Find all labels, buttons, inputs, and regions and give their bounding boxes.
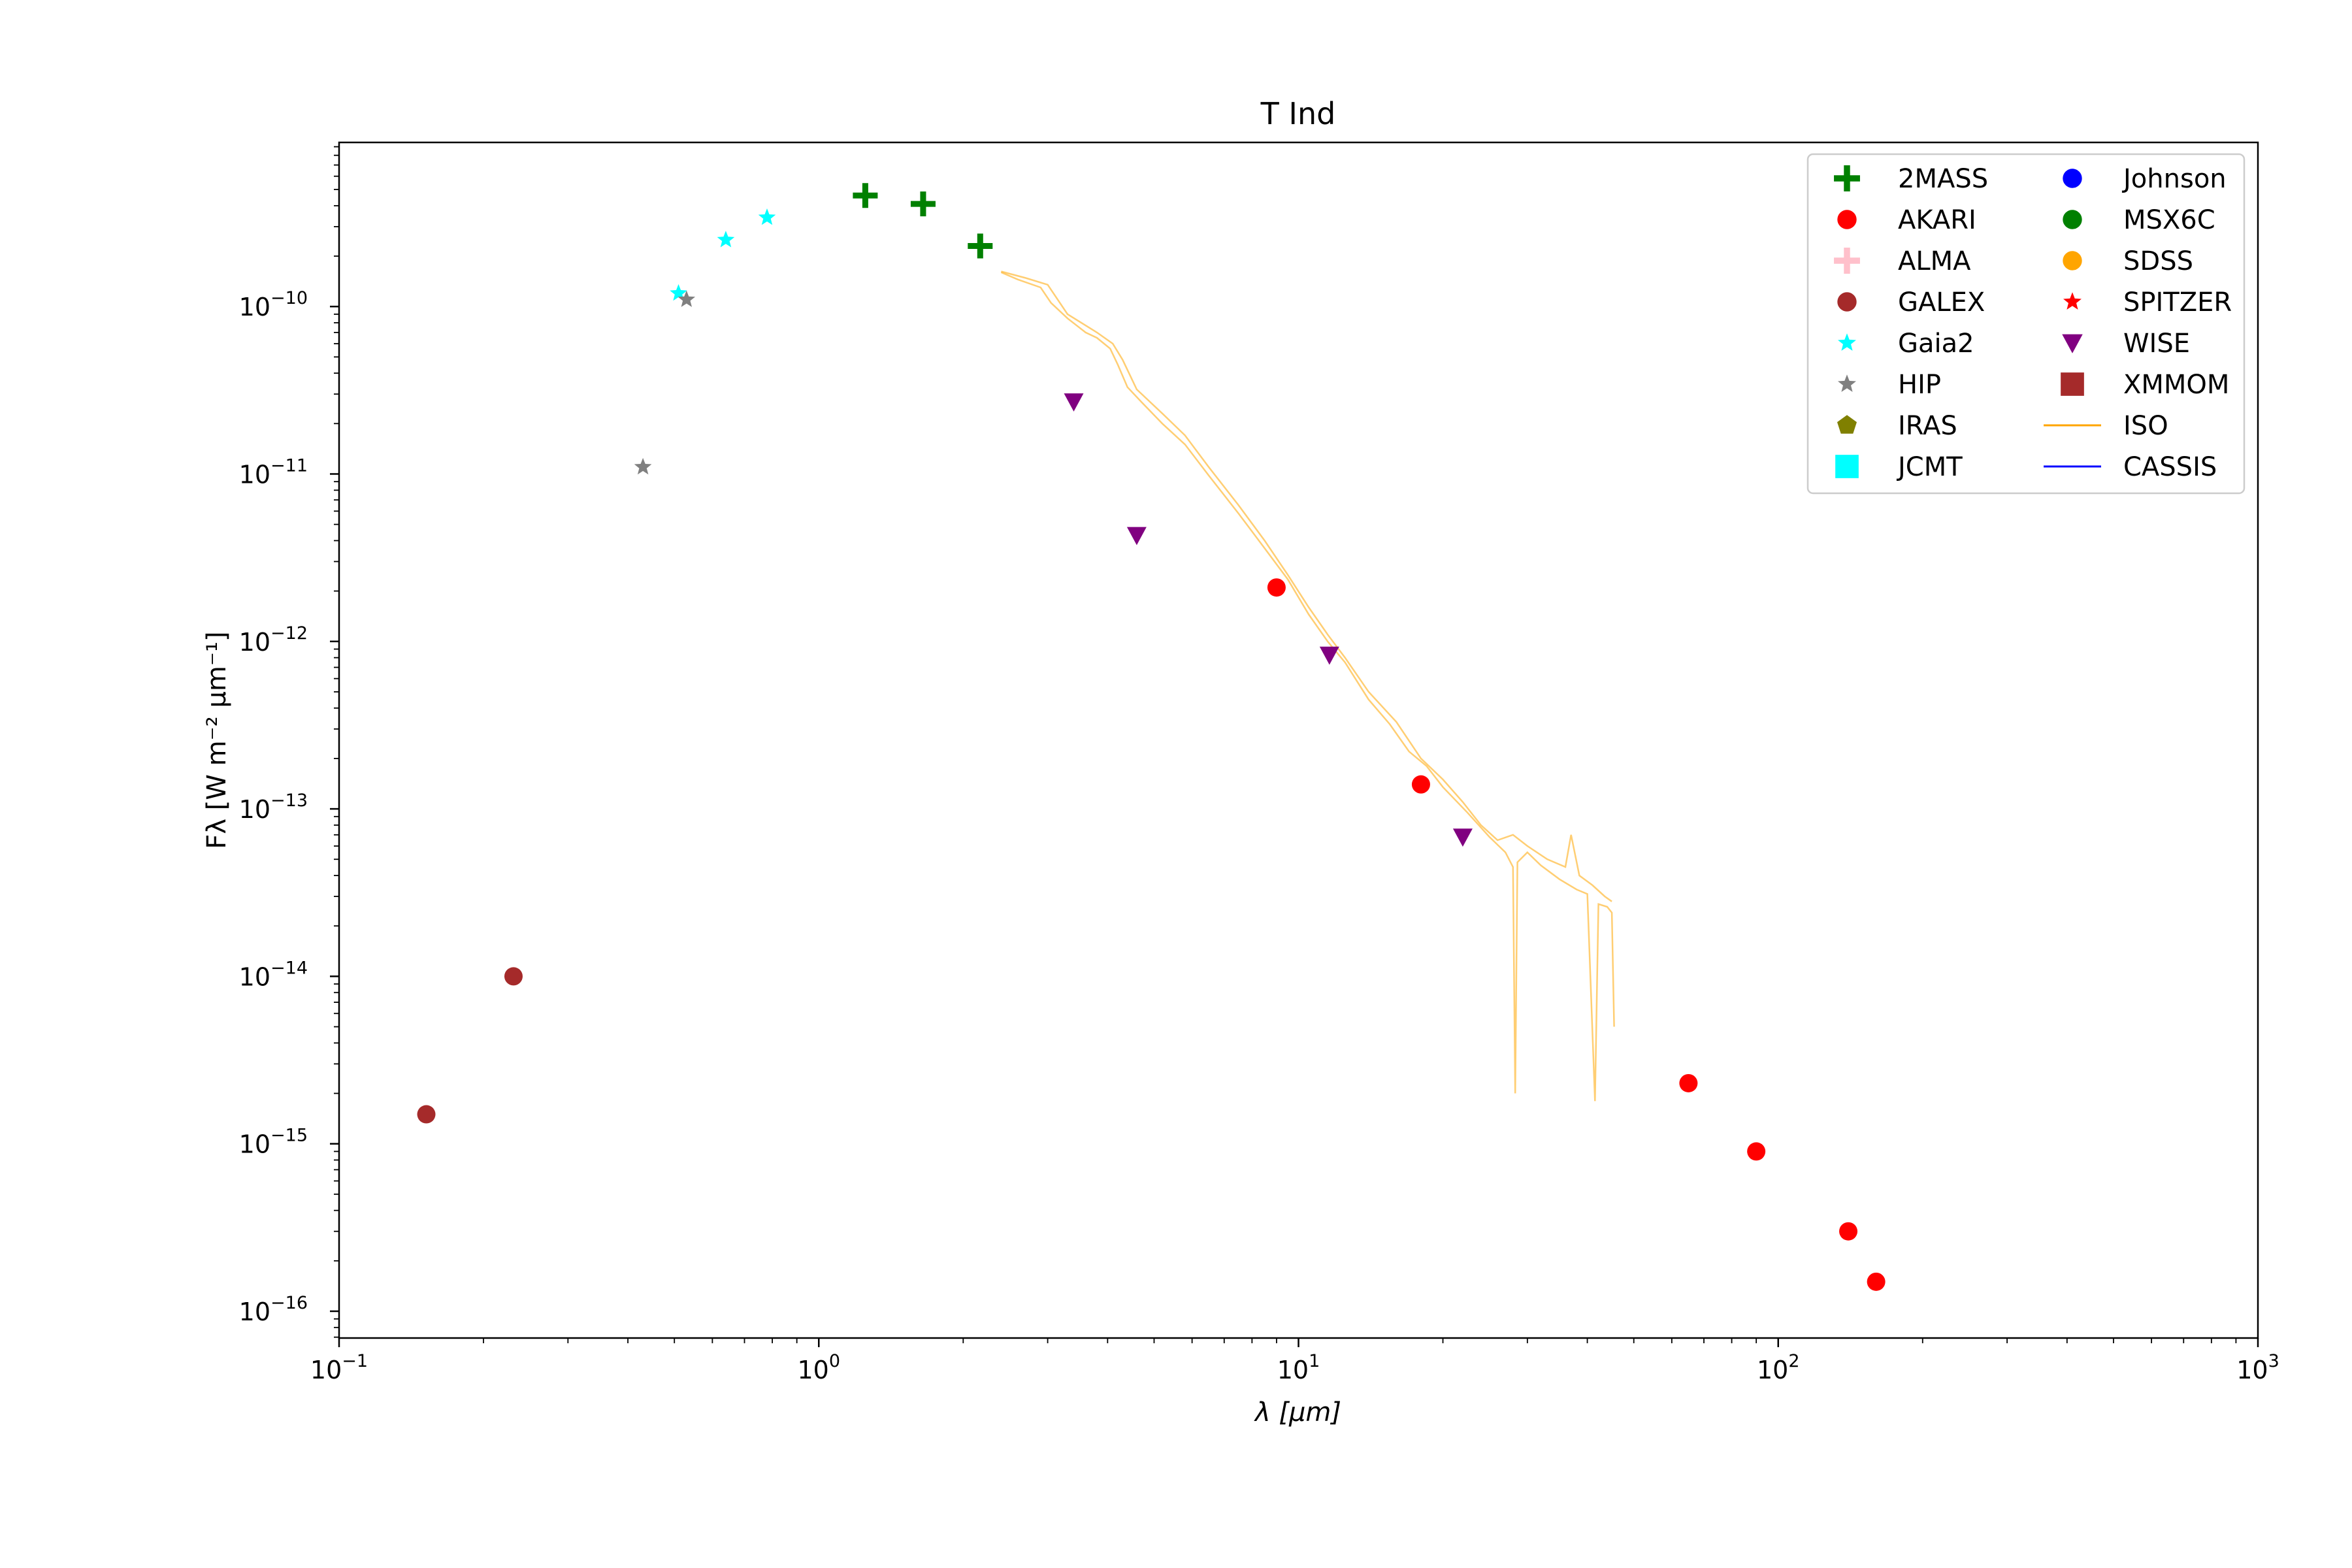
legend-marker-xmmom <box>2061 372 2084 396</box>
hip-point-1 <box>678 290 696 307</box>
legend-marker-spitzer <box>2063 292 2082 310</box>
y-axis-label: Fλ [W m⁻² μm⁻¹] <box>202 631 232 849</box>
legend-marker-2mass <box>1834 165 1860 191</box>
y-tick-label: 10−15 <box>239 1126 308 1159</box>
gaia2-point-2 <box>758 208 776 225</box>
legend-label-galex: GALEX <box>1898 287 1985 318</box>
x-axis-label: λ [μm] <box>1254 1397 1341 1428</box>
legend-marker-msx6c <box>2063 210 2082 229</box>
wise-point-0 <box>1064 393 1084 412</box>
x-tick-label: 10−1 <box>310 1351 368 1384</box>
legend-marker-akari <box>1837 210 1857 229</box>
akari-point-4 <box>1839 1222 1858 1241</box>
legend: 2MASS AKARI ALMA GALEX Gaia2 HIP IRAS JCMT Johns… <box>1806 153 2246 495</box>
iso-spectrum-line <box>1000 271 1615 1102</box>
legend-marker-sdss <box>2063 251 2082 270</box>
legend-label-xmmom: XMMOM <box>2123 370 2229 400</box>
x-tick-label: 102 <box>1757 1351 1800 1384</box>
legend-label-iso: ISO <box>2123 411 2168 441</box>
legend-label-iras: IRAS <box>1898 411 1957 441</box>
legend-label-akari: AKARI <box>1898 205 1976 235</box>
y-tick-label: 10−11 <box>239 455 308 489</box>
akari-point-2 <box>1679 1073 1698 1092</box>
legend-marker-alma <box>1834 248 1860 274</box>
legend-marker-iras <box>1837 415 1857 434</box>
akari-point-1 <box>1411 775 1430 794</box>
akari-point-3 <box>1747 1142 1766 1161</box>
plot-layer <box>417 183 1886 1291</box>
legend-label-2mass: 2MASS <box>1898 164 1988 194</box>
legend-box <box>1806 153 2246 495</box>
chart-title: T Ind <box>1260 96 1336 131</box>
legend-marker-johnson <box>2063 169 2082 188</box>
legend-marker-hip <box>1838 374 1856 392</box>
legend-label-wise: WISE <box>2123 329 2190 359</box>
x-tick-label: 103 <box>2236 1351 2279 1384</box>
legend-label-sdss: SDSS <box>2123 246 2193 276</box>
legend-marker-galex <box>1837 292 1857 312</box>
2mass-point-2 <box>968 233 993 259</box>
hip-point-0 <box>634 457 652 475</box>
legend-label-hip: HIP <box>1898 370 1941 400</box>
wise-point-3 <box>1452 828 1473 847</box>
galex-point-1 <box>504 967 523 986</box>
iso-spectrum-line-upper <box>1001 270 1612 902</box>
y-tick-label: 10−14 <box>239 958 308 991</box>
2mass-point-0 <box>853 183 878 208</box>
y-tick-label: 10−13 <box>239 791 308 824</box>
legend-label-gaia2: Gaia2 <box>1898 329 1974 359</box>
gaia2-point-1 <box>717 231 735 248</box>
wise-point-1 <box>1126 527 1147 546</box>
legend-marker-wise <box>2062 334 2083 353</box>
galex-point-0 <box>417 1105 436 1124</box>
y-tick-label: 10−10 <box>239 288 308 321</box>
wise-point-2 <box>1319 646 1339 665</box>
x-tick-label: 101 <box>1277 1351 1320 1384</box>
legend-label-johnson: Johnson <box>2121 164 2227 194</box>
akari-point-5 <box>1867 1272 1886 1291</box>
legend-label-alma: ALMA <box>1898 246 1971 276</box>
y-tick-label: 10−16 <box>239 1293 308 1326</box>
legend-label-spitzer: SPITZER <box>2123 287 2232 318</box>
akari-point-0 <box>1267 578 1286 597</box>
legend-label-jcmt: JCMT <box>1896 452 1963 482</box>
2mass-point-1 <box>910 191 936 217</box>
x-tick-label: 100 <box>797 1351 840 1384</box>
legend-label-cassis: CASSIS <box>2123 452 2217 482</box>
legend-label-msx6c: MSX6C <box>2123 205 2215 235</box>
gaia2-point-0 <box>670 284 687 301</box>
legend-marker-jcmt <box>1835 455 1859 478</box>
y-tick-label: 10−12 <box>239 623 308 657</box>
legend-marker-gaia2 <box>1838 333 1856 351</box>
